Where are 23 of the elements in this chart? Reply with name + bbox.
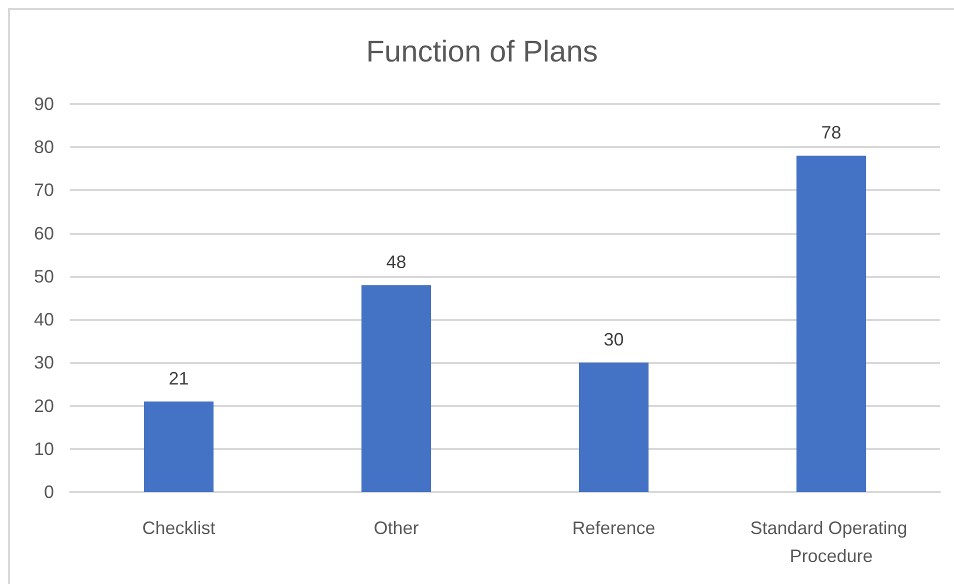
chart-title: Function of Plans — [366, 36, 598, 68]
y-tick-label: 30 — [34, 352, 54, 373]
bar — [578, 362, 649, 492]
y-tick-label: 90 — [34, 94, 54, 114]
data-label: 48 — [386, 252, 406, 272]
data-label: 21 — [168, 368, 189, 388]
y-tick-label: 50 — [34, 266, 54, 286]
y-tick-label: 40 — [34, 310, 54, 330]
y-tick-label: 60 — [34, 223, 54, 244]
bar — [796, 156, 866, 492]
x-tick-label: Checklist — [142, 518, 216, 538]
data-label: 30 — [604, 330, 624, 350]
y-tick-label: 70 — [34, 180, 54, 200]
y-tick-label: 0 — [44, 482, 54, 502]
bar — [361, 285, 432, 492]
x-tick-label: Standard Operating Procedure — [750, 518, 912, 566]
x-tick-label: Other — [374, 518, 419, 538]
bar — [144, 401, 214, 492]
y-tick-label: 10 — [34, 438, 54, 459]
x-tick-label: Reference — [572, 518, 656, 538]
y-tick-label: 20 — [34, 396, 54, 416]
y-tick-label: 80 — [34, 137, 54, 158]
data-label: 78 — [821, 122, 842, 143]
